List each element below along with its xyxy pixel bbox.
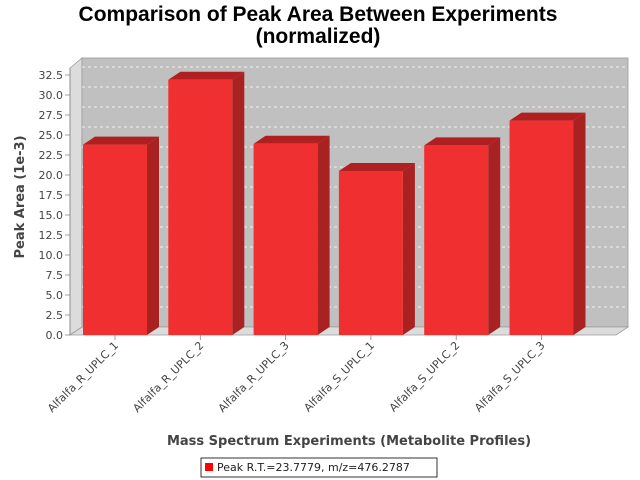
bar-side (402, 163, 415, 335)
bar-front (338, 171, 403, 335)
y-tick-label: 27.5 (39, 109, 64, 122)
bar (424, 137, 501, 335)
x-tick-label: Alfalfa_R_UPLC_3 (216, 339, 292, 415)
bar-top (253, 135, 330, 144)
x-tick-label: Alfalfa_R_UPLC_1 (45, 339, 121, 415)
bar-top (424, 137, 501, 146)
y-tick-label: 20.0 (39, 169, 64, 182)
bar (168, 71, 245, 336)
bar-side (317, 135, 330, 335)
y-tick-label: 12.5 (39, 229, 64, 242)
y-tick-label: 32.5 (39, 69, 64, 82)
plot-side-wall (69, 57, 83, 336)
bar (83, 136, 159, 335)
bar (338, 163, 415, 335)
legend-box (200, 457, 438, 478)
y-axis-ticks: 0.0 2.5 5.0 7.5 10.0 12.5 15.0 17.5 20.0 22.5 25.0… (39, 68, 71, 342)
bar-front (424, 145, 489, 335)
bar-top (168, 71, 245, 80)
bar-top (509, 112, 586, 121)
bar-top (83, 136, 159, 145)
y-tick-label: 10.0 (39, 249, 64, 262)
y-tick-label: 0.0 (46, 329, 64, 342)
bar-top (338, 163, 415, 171)
x-tick-label: Alfalfa_S_UPLC_2 (387, 339, 463, 415)
legend: Peak R.T.=23.7779, m/z=476.2787 (200, 457, 438, 478)
x-axis-label: Mass Spectrum Experiments (Metabolite Pr… (167, 434, 531, 449)
y-tick-label: 17.5 (39, 189, 64, 202)
bar-front (509, 120, 574, 335)
y-tick-label: 5.0 (46, 289, 64, 302)
bar-front (83, 144, 147, 335)
x-tick-label: Alfalfa_S_UPLC_1 (301, 339, 377, 415)
y-tick-label: 15.0 (39, 209, 64, 222)
legend-entry: Peak R.T.=23.7779, m/z=476.2787 (217, 461, 410, 474)
x-tick-label: Alfalfa_S_UPLC_3 (472, 339, 548, 415)
bar-front (253, 143, 318, 335)
bar (253, 135, 330, 335)
y-tick-label: 7.5 (46, 269, 64, 282)
x-axis-ticks: Alfalfa_R_UPLC_1 Alfalfa_R_UPLC_2 Alfalfa_… (45, 335, 548, 415)
y-tick-label: 25.0 (39, 129, 64, 142)
y-tick-label: 22.5 (39, 149, 64, 162)
x-tick-label: Alfalfa_R_UPLC_2 (130, 339, 206, 415)
bar-side (147, 136, 159, 335)
bar-side (573, 112, 586, 335)
bar-front (168, 79, 233, 335)
bar-side (232, 71, 245, 336)
legend-swatch (205, 463, 213, 471)
y-axis-label: Peak Area (1e-3) (13, 135, 28, 258)
chart-subtitle: (normalized) (256, 25, 381, 48)
y-tick-label: 2.5 (46, 309, 64, 322)
chart-title: Comparison of Peak Area Between Experime… (79, 3, 558, 26)
bar (509, 112, 586, 335)
bars (83, 71, 586, 336)
y-tick-label: 30.0 (39, 89, 64, 102)
bar-side (488, 137, 501, 335)
